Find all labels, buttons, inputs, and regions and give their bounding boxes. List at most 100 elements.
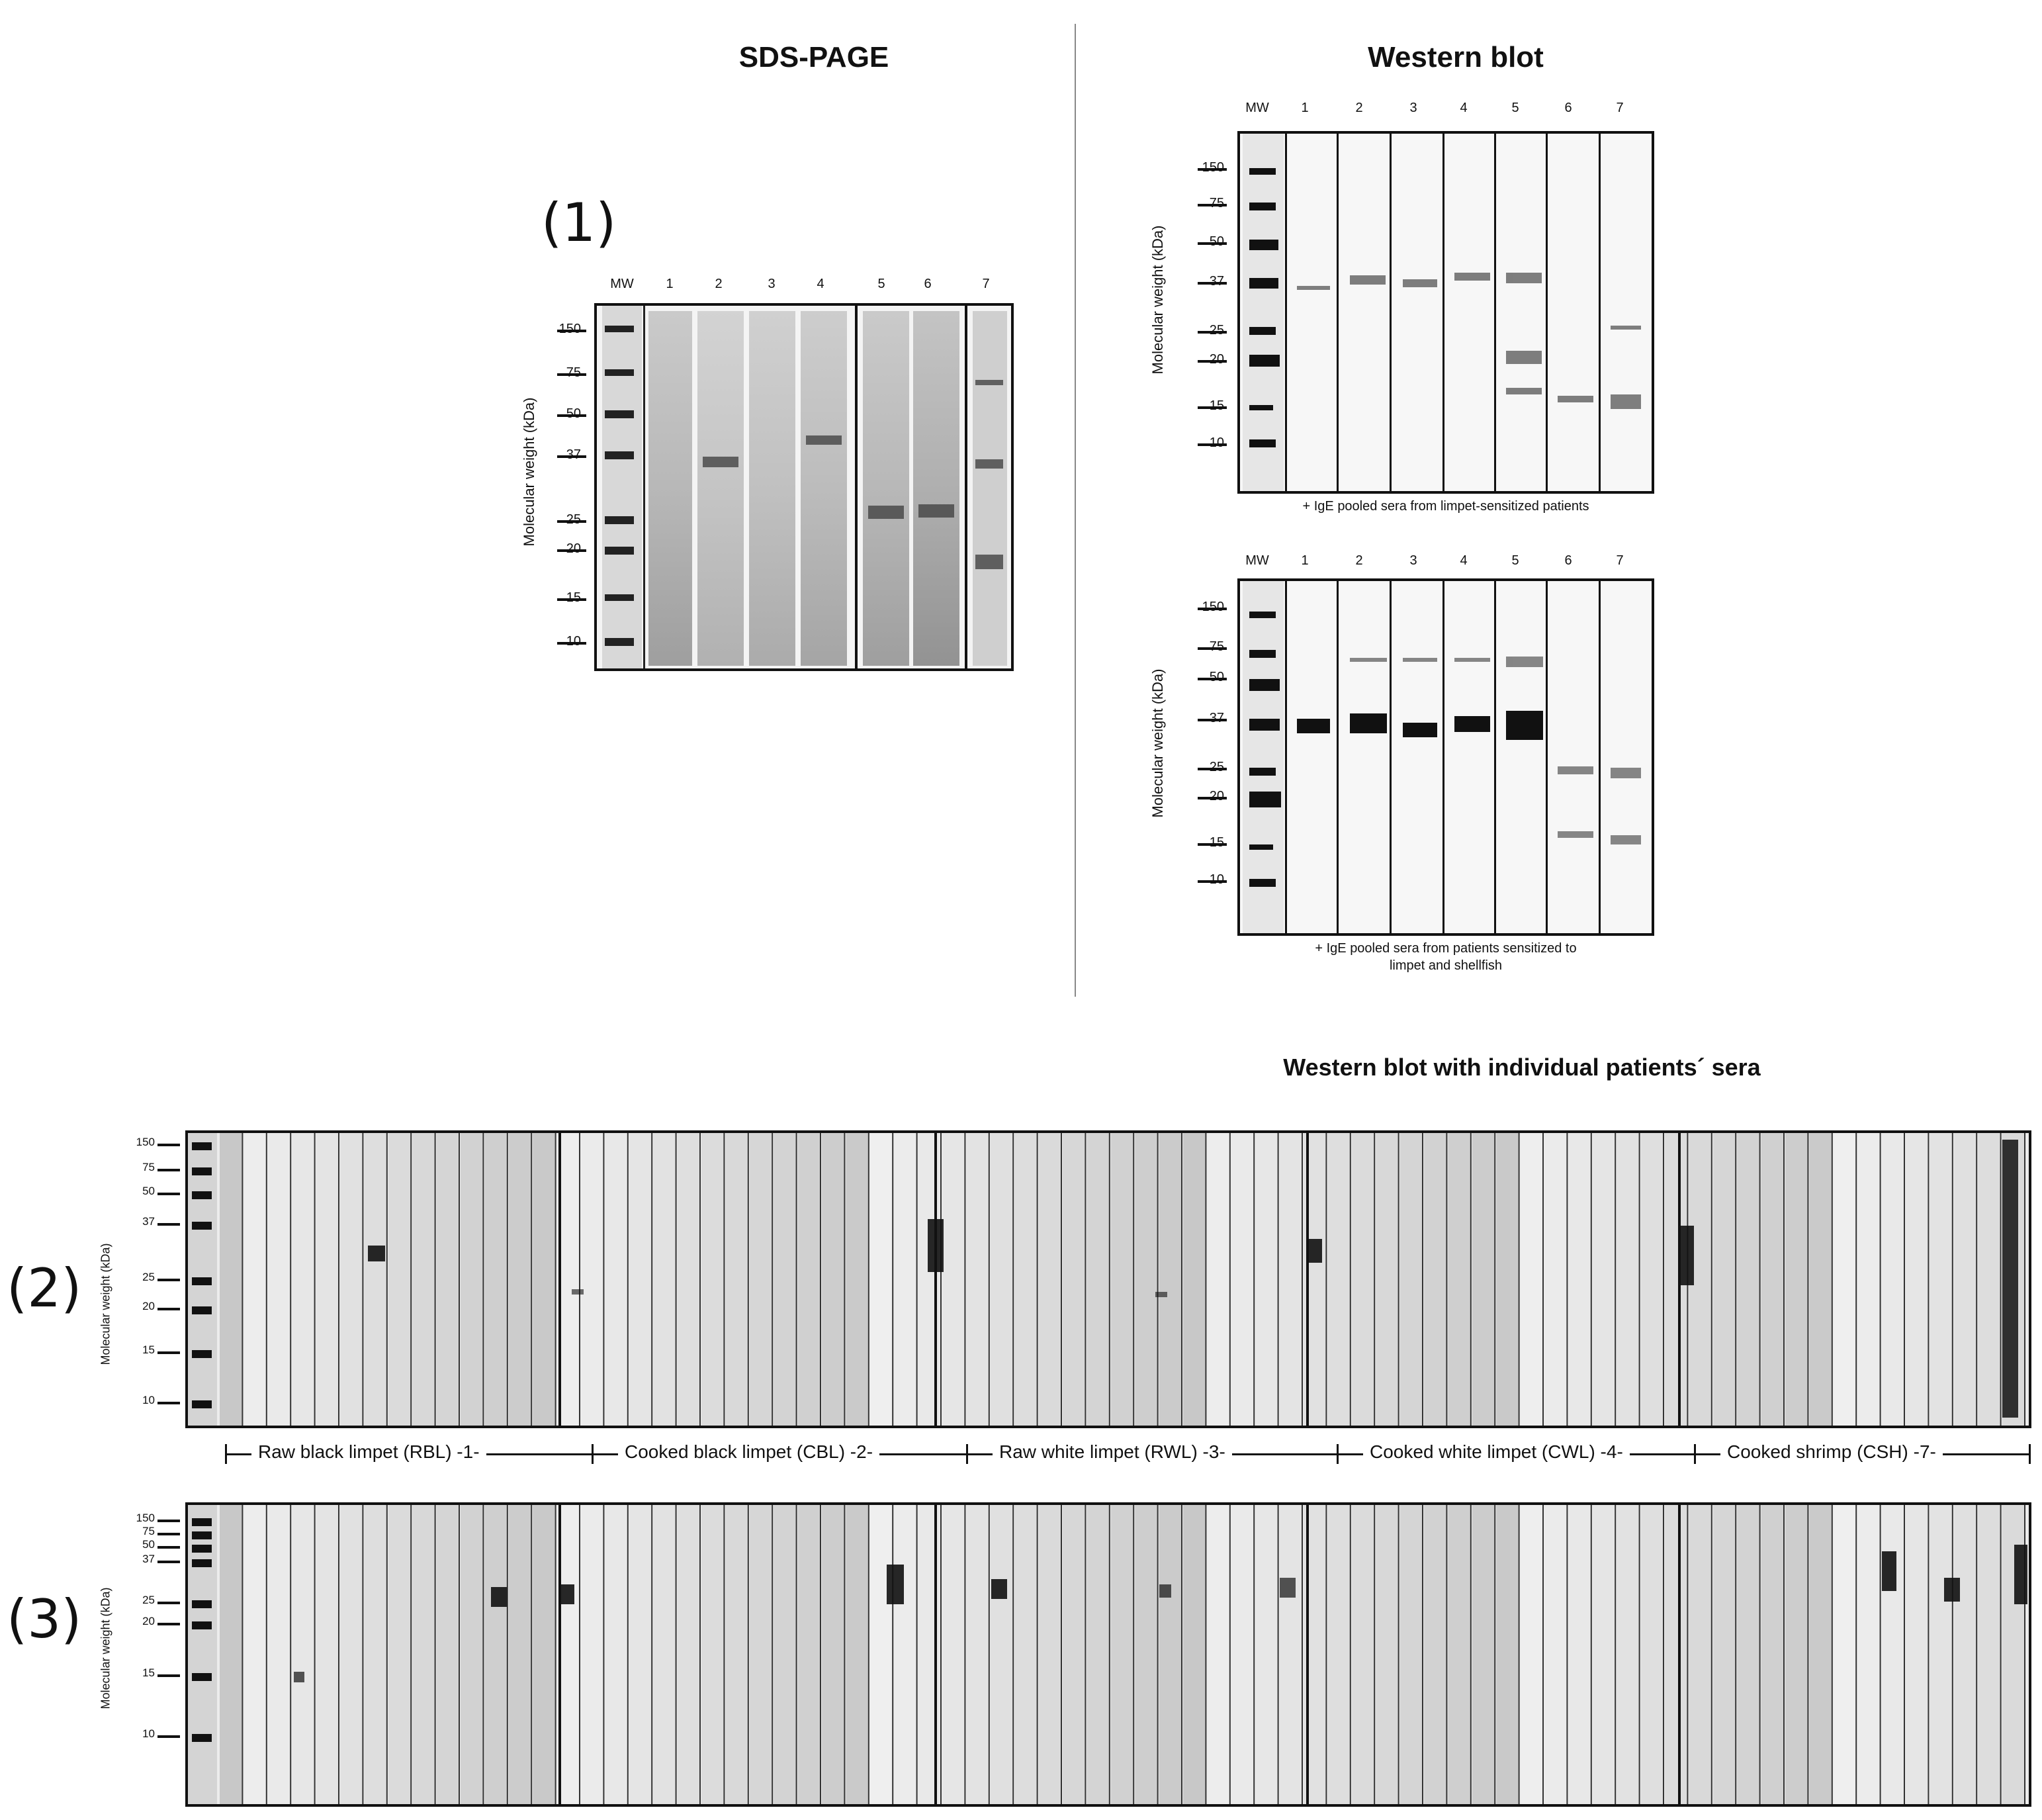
lane-label: 5: [1511, 553, 1519, 568]
panel-divider: [1075, 24, 1076, 997]
mw-marker-label: 25: [142, 1594, 155, 1606]
lane-label: 4: [1460, 553, 1468, 568]
mw-marker-label: 50: [142, 1185, 155, 1197]
panel-label-3: (3): [7, 1588, 82, 1650]
western-blot-title: Western blot: [1368, 41, 1544, 73]
mw-marker-label: 20: [1209, 789, 1224, 803]
wb-top-blot: [1237, 131, 1654, 494]
lane-label: 6: [1564, 101, 1572, 115]
mw-marker-tick: [157, 1623, 180, 1625]
mw-marker-tick: [1198, 360, 1227, 363]
mw-marker-label: 150: [558, 322, 581, 336]
lane-label: MW: [610, 277, 634, 291]
wb-bottom-caption-line1: + IgE pooled sera from patients sensitiz…: [1315, 941, 1577, 956]
mw-marker-label: 75: [1209, 196, 1224, 210]
group-bracket-tick: [1337, 1444, 1339, 1464]
mw-marker-tick: [157, 1279, 180, 1281]
mw-marker-tick: [1198, 406, 1227, 409]
lane-label: 3: [1409, 101, 1417, 115]
mw-marker-tick: [1198, 443, 1227, 446]
mw-marker-label: 15: [566, 590, 581, 605]
mw-marker-label: 75: [1209, 639, 1224, 654]
lane-label: 1: [666, 277, 674, 291]
group-bracket-tick: [1694, 1444, 1696, 1464]
wb-bottom-y-axis-label: Molecular weight (kDa): [1149, 668, 1166, 818]
mw-marker-tick: [1198, 880, 1227, 883]
mw-marker-label: 20: [142, 1615, 155, 1627]
mw-marker-label: 50: [1209, 234, 1224, 249]
sds-page-gel: [594, 303, 1014, 671]
wb-top-y-axis-label: Molecular weight (kDa): [1149, 225, 1166, 375]
panel-label-1: (1): [541, 192, 617, 253]
sds-gel-image: [597, 306, 1011, 668]
lane-label: 4: [817, 277, 824, 291]
mw-marker-tick: [157, 1546, 180, 1549]
lane-label: 7: [1616, 553, 1624, 568]
sds-page-title: SDS-PAGE: [738, 41, 889, 73]
mw-marker-label: 75: [142, 1525, 155, 1537]
lane-label: 2: [715, 277, 723, 291]
mw-marker-tick: [557, 414, 586, 417]
mw-marker-tick: [157, 1561, 180, 1563]
mw-marker-tick: [1198, 204, 1227, 206]
mw-marker-label: 150: [136, 1136, 155, 1148]
mw-marker-tick: [157, 1308, 180, 1310]
wb-bottom-blot-image: [1240, 581, 1652, 933]
lane-label: 2: [1355, 553, 1363, 568]
mw-marker-label: 37: [566, 447, 581, 462]
mw-marker-tick: [1198, 168, 1227, 171]
mw-marker-tick: [157, 1351, 180, 1354]
wb-top-blot-image: [1240, 134, 1652, 491]
mw-marker-tick: [1198, 331, 1227, 334]
mw-marker-label: 10: [142, 1394, 155, 1406]
mw-marker-tick: [557, 373, 586, 376]
lane-label: 1: [1301, 553, 1309, 568]
mw-marker-label: 10: [142, 1727, 155, 1740]
mw-marker-label: 150: [1202, 160, 1224, 175]
wb-bottom-caption-line2: limpet and shellfish: [1389, 958, 1503, 973]
lane-label: 7: [1616, 101, 1624, 115]
wb-bottom-blot: [1237, 578, 1654, 936]
mw-marker-label: 25: [1209, 323, 1224, 338]
lane-label: 2: [1355, 101, 1363, 115]
mw-marker-tick: [557, 330, 586, 332]
lane-label: 1: [1301, 101, 1309, 115]
mw-marker-tick: [1198, 768, 1227, 770]
mw-marker-tick: [157, 1144, 180, 1146]
panel3-y-axis-label: Molecular weight (kDa): [99, 1587, 112, 1709]
panel2-blot: [185, 1130, 2031, 1428]
mw-marker-label: 75: [566, 365, 581, 380]
mw-marker-tick: [1198, 647, 1227, 650]
mw-marker-label: 25: [1209, 760, 1224, 774]
lane-label: MW: [1245, 553, 1269, 568]
mw-marker-label: 15: [142, 1343, 155, 1356]
group-bracket-tick: [2029, 1444, 2031, 1464]
mw-marker-tick: [157, 1735, 180, 1738]
mw-marker-tick: [1198, 797, 1227, 799]
mw-marker-label: 10: [566, 634, 581, 649]
mw-marker-label: 10: [1209, 872, 1224, 887]
mw-marker-label: 25: [142, 1271, 155, 1283]
mw-marker-label: 10: [1209, 435, 1224, 450]
mw-marker-tick: [157, 1402, 180, 1404]
mw-marker-tick: [157, 1674, 180, 1677]
group-label: Raw white limpet (RWL) -3-: [993, 1441, 1232, 1463]
mw-marker-label: 20: [142, 1300, 155, 1312]
mw-marker-label: 15: [1209, 398, 1224, 413]
group-bracket-tick: [592, 1444, 594, 1464]
mw-marker-tick: [557, 598, 586, 601]
mw-marker-tick: [557, 520, 586, 523]
mw-marker-tick: [157, 1223, 180, 1226]
mw-marker-tick: [157, 1193, 180, 1195]
mw-marker-label: 50: [1209, 670, 1224, 684]
mw-marker-label: 15: [142, 1666, 155, 1679]
mw-marker-label: 50: [566, 406, 581, 421]
mw-marker-tick: [157, 1533, 180, 1535]
mw-marker-tick: [1198, 843, 1227, 846]
mw-marker-label: 150: [136, 1512, 155, 1524]
panel-label-2: (2): [7, 1257, 82, 1319]
mw-marker-label: 37: [1209, 711, 1224, 725]
mw-marker-tick: [1198, 678, 1227, 680]
panel3-blot-image: [188, 1505, 2029, 1804]
lane-label: 3: [1409, 553, 1417, 568]
